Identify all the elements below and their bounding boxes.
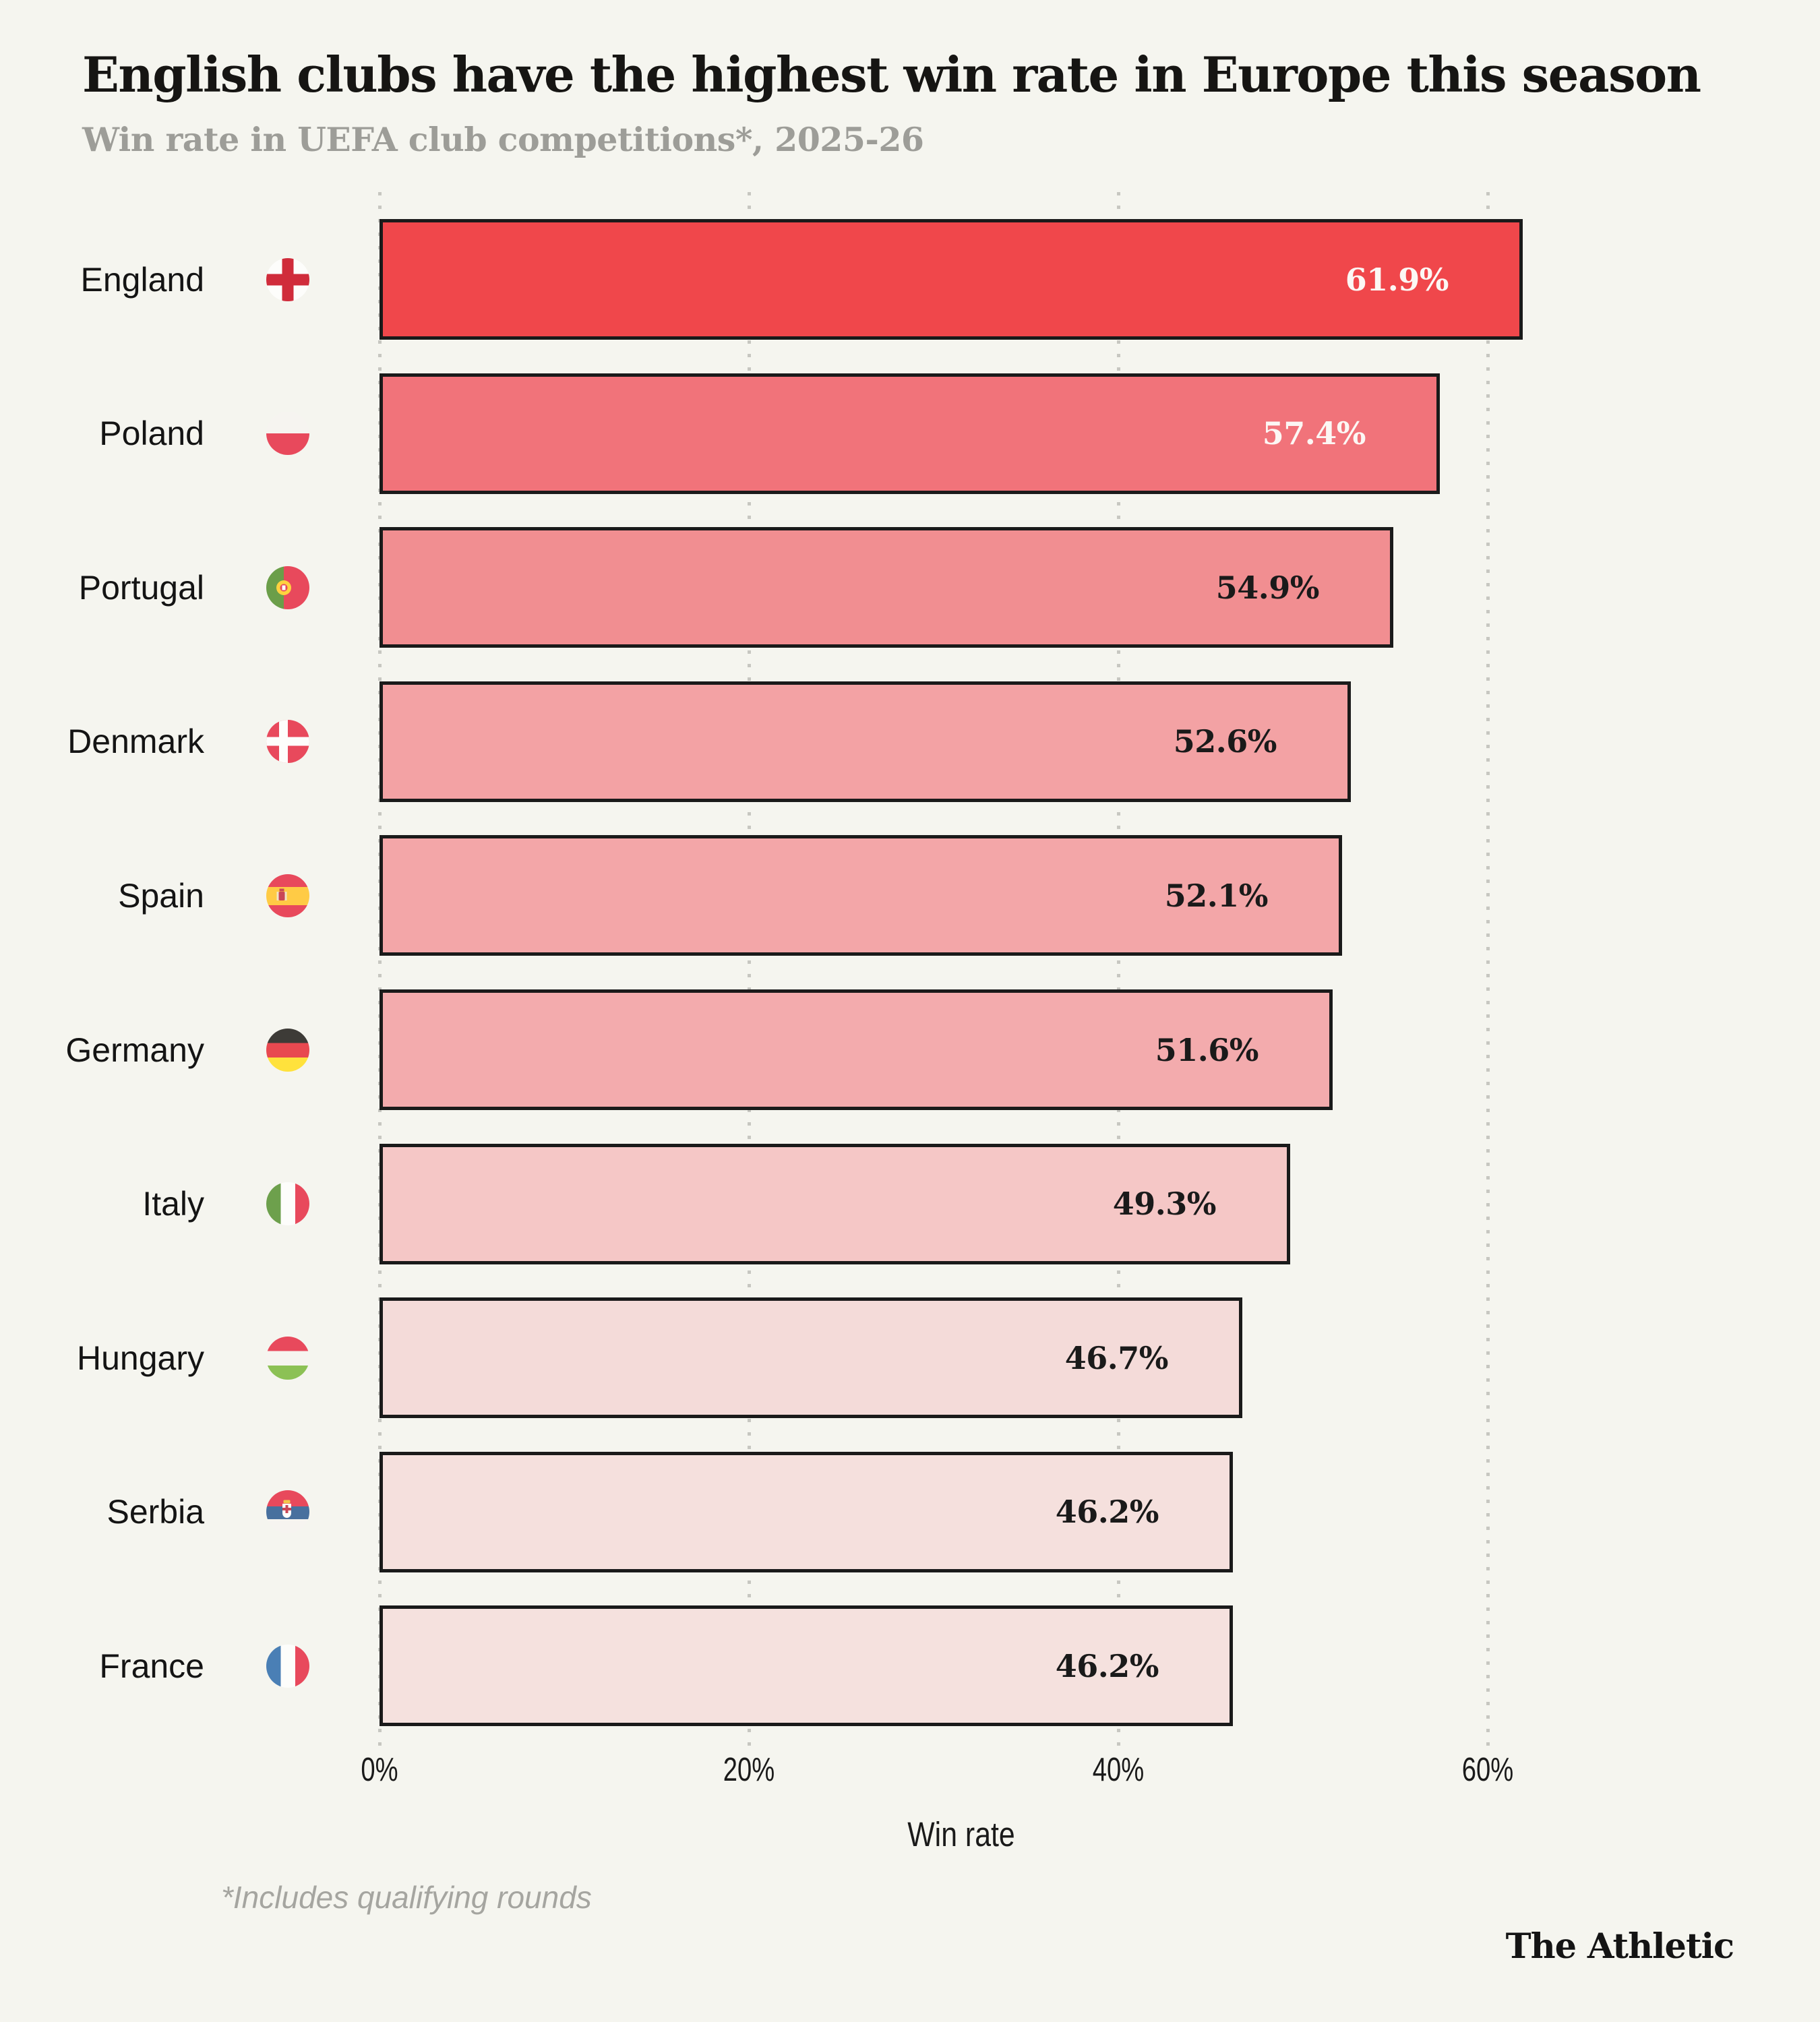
bar-value-label: 49.3% [1112,1186,1217,1223]
chart-row-france: France 46.2% [0,1605,1820,1727]
bar-hungary: 46.7% [380,1297,1242,1419]
portugal-flag-icon [266,565,309,609]
bar-value-label: 54.9% [1215,569,1320,606]
england-flag-icon [266,257,309,301]
bar-italy: 49.3% [380,1143,1290,1264]
italy-flag-icon [266,1182,309,1226]
bar-value-label: 52.1% [1164,877,1269,914]
axis-tick-text: 0% [361,1752,398,1788]
bar-value-label: 46.2% [1055,1494,1159,1531]
country-label: Spain [118,876,204,915]
poland-flag-icon [266,412,309,456]
chart-row-spain: Spain 52.1% [0,835,1820,956]
x-axis-title: Win rate [907,1815,1015,1854]
chart-row-england: England 61.9% [0,219,1820,340]
page-subtitle: Win rate in UEFA club competitions*, 202… [82,120,924,159]
bar-value-label: 61.9% [1345,261,1449,298]
footnote: *Includes qualifying rounds [221,1880,592,1915]
country-label: Poland [99,415,204,453]
chart-row-italy: Italy 49.3% [0,1143,1820,1264]
bar-value-label: 51.6% [1155,1031,1259,1068]
bar-denmark: 52.6% [380,681,1351,802]
country-label: Denmark [67,723,204,761]
bar-value-label: 57.4% [1262,415,1366,452]
country-label: England [80,260,205,299]
denmark-flag-icon [266,720,309,764]
country-label: Serbia [107,1493,204,1531]
bar-poland: 57.4% [380,373,1440,494]
chart-row-portugal: Portugal 54.9% [0,527,1820,648]
spain-flag-icon [266,874,309,917]
bar-england: 61.9% [380,219,1523,340]
country-label: Hungary [77,1339,204,1377]
country-label: Portugal [78,568,204,607]
bar-value-label: 46.7% [1064,1339,1169,1376]
brand-logo: The Athletic [1505,1926,1734,1967]
hungary-flag-icon [266,1336,309,1380]
gridline-0% [378,192,382,1746]
bar-value-label: 46.2% [1055,1647,1159,1684]
bar-france: 46.2% [380,1605,1233,1727]
france-flag-icon [266,1644,309,1688]
chart-row-germany: Germany 51.6% [0,989,1820,1110]
bar-germany: 51.6% [380,989,1333,1110]
germany-flag-icon [266,1028,309,1072]
chart-row-serbia: Serbia 46.2% [0,1451,1820,1572]
country-label: France [99,1647,204,1685]
gridline-20% [748,192,751,1746]
axis-tick-label: 40% [1085,1751,1151,1789]
chart-row-hungary: Hungary 46.7% [0,1297,1820,1419]
country-label: Germany [65,1031,204,1069]
bar-spain: 52.1% [380,835,1342,956]
bar-portugal: 54.9% [380,527,1393,648]
axis-tick-label: 0% [356,1751,404,1789]
axis-tick-text: 20% [723,1752,775,1788]
gridline-60% [1486,192,1490,1746]
bar-value-label: 52.6% [1173,723,1277,760]
bar-serbia: 46.2% [380,1451,1233,1572]
serbia-flag-icon [266,1490,309,1534]
axis-tick-text: 40% [1092,1752,1145,1788]
axis-tick-label: 60% [1455,1751,1521,1789]
country-label: Italy [142,1185,204,1223]
page-title: English clubs have the highest win rate … [82,46,1701,103]
chart-row-denmark: Denmark 52.6% [0,681,1820,802]
axis-tick-text: 60% [1461,1752,1514,1788]
gridline-40% [1117,192,1120,1746]
axis-tick-label: 20% [716,1751,782,1789]
chart-row-poland: Poland 57.4% [0,373,1820,494]
